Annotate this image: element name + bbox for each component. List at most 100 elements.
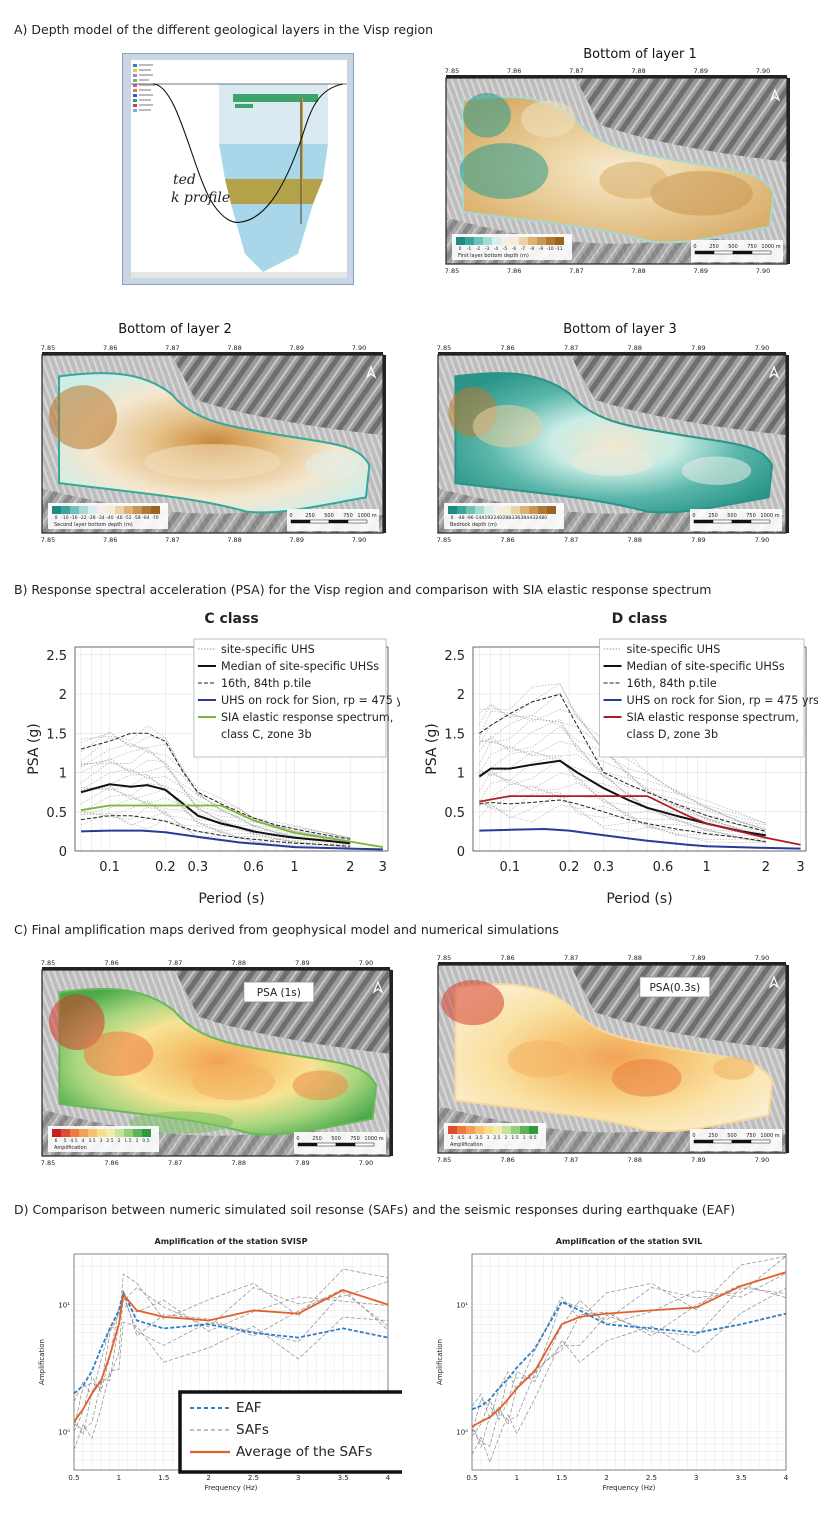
map-scale-label: 750 xyxy=(747,244,757,250)
saf-curve xyxy=(471,1287,787,1464)
x-tick-label: 0.6 xyxy=(653,860,674,875)
map-x-coord-top: 7.88 xyxy=(628,955,642,962)
psa-legend-entry: 16th, 84th p.tile xyxy=(221,677,311,690)
section-c-heading: C) Final amplification maps derived from… xyxy=(14,922,559,937)
map-legend-tick: -7 xyxy=(521,246,526,252)
map-x-coord-top: 7.90 xyxy=(756,68,770,75)
map-legend-tick: 2 xyxy=(118,1138,121,1144)
map-x-coord-top: 7.85 xyxy=(437,955,451,962)
map-scale-seg xyxy=(713,250,734,255)
map-top-bar xyxy=(446,75,787,78)
map-legend-tick: -46 xyxy=(115,515,122,521)
map-psa-label: PSA (1s) xyxy=(257,987,301,999)
map-legend-tick: -28 xyxy=(88,515,95,521)
north-arrow-icon xyxy=(769,88,781,102)
map-scale-seg xyxy=(694,250,715,255)
map-blob xyxy=(472,404,543,448)
map-x-coord-bottom: 7.85 xyxy=(445,267,459,275)
y-axis-label: Amplification xyxy=(436,1339,444,1385)
map-layer2: 7.85 7.85 7.86 7.86 7.87 7.87 7.88 7.88 7.89 7.89… xyxy=(36,345,391,545)
map-legend-tick: 1 xyxy=(523,1135,526,1141)
x-tick-label: 0.2 xyxy=(155,860,176,875)
x-tick-label: 0.1 xyxy=(99,860,120,875)
x-tick-label: 0.5 xyxy=(466,1474,477,1482)
map-blob xyxy=(521,100,576,138)
y-axis-label: PSA (g) xyxy=(26,723,42,774)
map-legend-label: Amplification xyxy=(450,1142,483,1148)
map-x-coord-top: 7.85 xyxy=(41,345,55,352)
map-legend-tick: 2.5 xyxy=(493,1135,500,1141)
map-blob xyxy=(144,444,281,480)
rock-uhs-line xyxy=(479,827,801,850)
eaf-line xyxy=(471,1300,787,1411)
median-line xyxy=(478,759,766,837)
y-tick-label: 2.5 xyxy=(444,649,465,664)
saf-curve xyxy=(471,1255,787,1421)
median-line xyxy=(80,783,351,845)
map-layer1-svg: 7.85 7.85 7.86 7.86 7.87 7.87 7.88 7.88 7.89 7.89… xyxy=(445,68,790,275)
map-legend-tick: 3.5 xyxy=(475,1135,482,1141)
map-legend-tick: -3 xyxy=(485,246,490,252)
map-x-coord-bottom: 7.90 xyxy=(755,536,769,544)
map-legend-label: Bedrock depth (m) xyxy=(450,522,497,528)
map-right-bar xyxy=(786,355,789,533)
uhs-curve xyxy=(80,774,351,843)
map-scale-seg xyxy=(290,519,311,524)
map-x-coord-bottom: 7.89 xyxy=(691,1156,705,1164)
map-legend-tick: -144 xyxy=(474,515,484,521)
map-scale-label: 500 xyxy=(324,513,334,519)
map-x-coord-top: 7.90 xyxy=(755,955,769,962)
amp-legend-box xyxy=(178,1390,402,1474)
x-tick-label: 3 xyxy=(694,1474,698,1482)
x-tick-label: 3 xyxy=(296,1474,300,1482)
map-legend-tick: -9 xyxy=(539,246,544,252)
saf-curve xyxy=(471,1284,787,1449)
map-legend-swatch xyxy=(493,506,502,514)
map-x-coord-top: 7.87 xyxy=(168,960,182,967)
map-x-coord-bottom: 7.89 xyxy=(290,536,304,544)
map-x-coord-top: 7.87 xyxy=(165,345,179,352)
map-mountain xyxy=(174,970,390,1054)
map-x-coord-bottom: 7.85 xyxy=(41,536,55,544)
map-x-coord-top: 7.89 xyxy=(290,345,304,352)
amp-legend-entry: Average of the SAFs xyxy=(236,1444,372,1460)
map-x-coord-top: 7.85 xyxy=(445,68,459,75)
map-scale-label: 500 xyxy=(727,1133,737,1139)
psa-chart-d-svg: D class 0.1 0.2 0.3 0.6 1 2 3 0 0.5 1 1.5 2 2.5 Period… xyxy=(424,611,818,907)
psa-legend-box xyxy=(193,638,387,758)
map-x-coord-bottom: 7.88 xyxy=(628,536,642,544)
x-axis-label: Frequency (Hz) xyxy=(205,1484,258,1492)
map-scale-label: 750 xyxy=(343,513,353,519)
map-layer2-title: Bottom of layer 2 xyxy=(118,322,232,337)
map-legend-tick: 5 xyxy=(451,1135,454,1141)
map-scale-label: 0 xyxy=(692,1133,695,1139)
x-tick-label: 2 xyxy=(206,1474,210,1482)
map-legend-swatch xyxy=(79,1129,88,1137)
map-scale-seg xyxy=(731,519,752,524)
map-legend-swatch xyxy=(511,506,520,514)
x-tick-label: 2 xyxy=(346,860,354,875)
psa-legend-entry: UHS on rock for Sion, rp = 475 yrs xyxy=(221,694,400,707)
map-scale-seg xyxy=(328,519,349,524)
p84-line xyxy=(80,732,351,840)
amp-chart-svisp-svg: Amplification of the station SVISP 0.5 1 1.… xyxy=(38,1237,402,1492)
saf-curve xyxy=(73,1281,389,1429)
map-legend-swatch xyxy=(492,237,501,245)
map-blob xyxy=(304,451,360,480)
map-x-coord-top: 7.89 xyxy=(694,68,708,75)
x-tick-label: 0.6 xyxy=(243,860,264,875)
map-legend-swatch xyxy=(555,237,564,245)
psa-legend-entry: UHS on rock for Sion, rp = 475 yrs xyxy=(627,694,818,707)
map-scale-seg xyxy=(712,1139,733,1144)
map-legend-label: Amplification xyxy=(54,1145,87,1151)
cross-section-profile: ted k profile xyxy=(122,53,354,285)
y-axis-label: PSA (g) xyxy=(424,723,440,774)
uhs-curve xyxy=(479,683,766,824)
map-layer3-title: Bottom of layer 3 xyxy=(563,322,677,337)
x-tick-label: 1.5 xyxy=(158,1474,169,1482)
map-legend-swatch xyxy=(52,1129,61,1137)
uhs-curve xyxy=(80,731,351,839)
map-legend-swatch xyxy=(457,506,466,514)
uhs-curve xyxy=(80,747,351,840)
map-legend-swatch xyxy=(124,1129,133,1137)
